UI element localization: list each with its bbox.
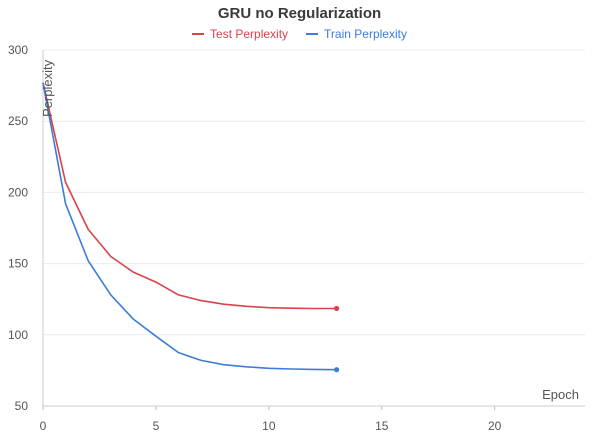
x-axis-label: Epoch [542, 387, 579, 402]
series-end-markers [333, 305, 340, 373]
legend-swatch-train [306, 33, 319, 35]
y-tick-label: 200 [8, 185, 28, 199]
legend-item-train[interactable]: Train Perplexity [306, 27, 407, 41]
y-tick-label: 250 [8, 114, 28, 128]
series-end-point-0 [333, 305, 340, 312]
x-tick-label: 10 [262, 419, 276, 433]
x-tick-label: 0 [40, 419, 47, 433]
chart-title: GRU no Regularization [217, 5, 382, 22]
legend-swatch-test [192, 33, 205, 35]
legend-label-test: Test Perplexity [210, 27, 289, 41]
series-lines [42, 82, 337, 371]
tick-labels: 50 100 150 200 250 300 0 5 10 15 20 [8, 43, 502, 433]
legend: Test Perplexity Train Perplexity [0, 27, 599, 41]
y-tick-label: 100 [8, 328, 28, 342]
legend-label-train: Train Perplexity [324, 27, 407, 41]
x-tick-label: 15 [375, 419, 389, 433]
axes [42, 50, 585, 410]
legend-item-test[interactable]: Test Perplexity [192, 27, 288, 41]
x-tick-label: 20 [488, 419, 502, 433]
y-tick-label: 150 [8, 257, 28, 271]
gridlines [43, 49, 585, 407]
series-line-0 [42, 82, 337, 310]
y-axis-label: Perplexity [40, 59, 55, 117]
series-line-1 [42, 82, 337, 371]
series-end-point-1 [333, 367, 340, 373]
y-tick-label: 300 [8, 43, 28, 57]
x-tick-label: 5 [153, 419, 160, 433]
y-tick-label: 50 [15, 399, 29, 413]
